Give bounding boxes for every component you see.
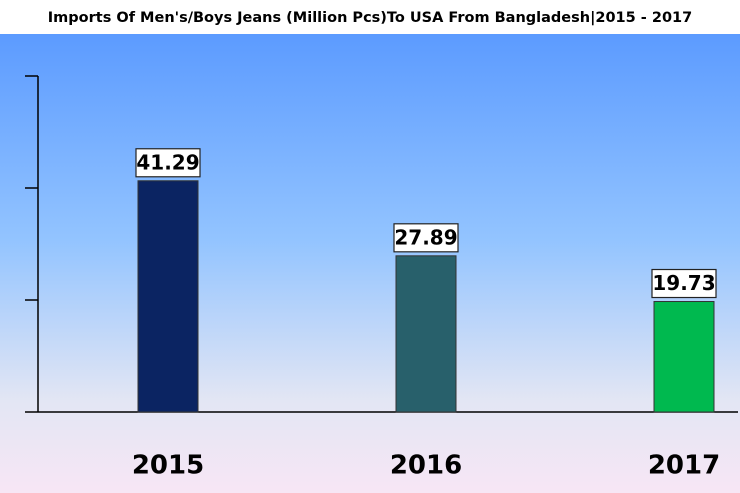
value-label-box xyxy=(393,223,459,253)
plot-background xyxy=(0,34,740,493)
value-label: 27.89 xyxy=(394,225,457,249)
title-band xyxy=(0,0,740,34)
chart-title: Imports Of Men's/Boys Jeans (Million Pcs… xyxy=(48,10,692,26)
value-label: 19.73 xyxy=(652,271,715,295)
value-label-box xyxy=(651,268,717,299)
bar xyxy=(395,255,457,413)
bar xyxy=(653,301,715,413)
value-label-box xyxy=(135,148,201,178)
x-tick-label: 2017 xyxy=(648,451,720,481)
x-tick-label: 2015 xyxy=(132,451,204,481)
x-tick-label: 2016 xyxy=(390,451,462,481)
value-label: 41.29 xyxy=(136,150,199,174)
bar xyxy=(137,180,199,413)
